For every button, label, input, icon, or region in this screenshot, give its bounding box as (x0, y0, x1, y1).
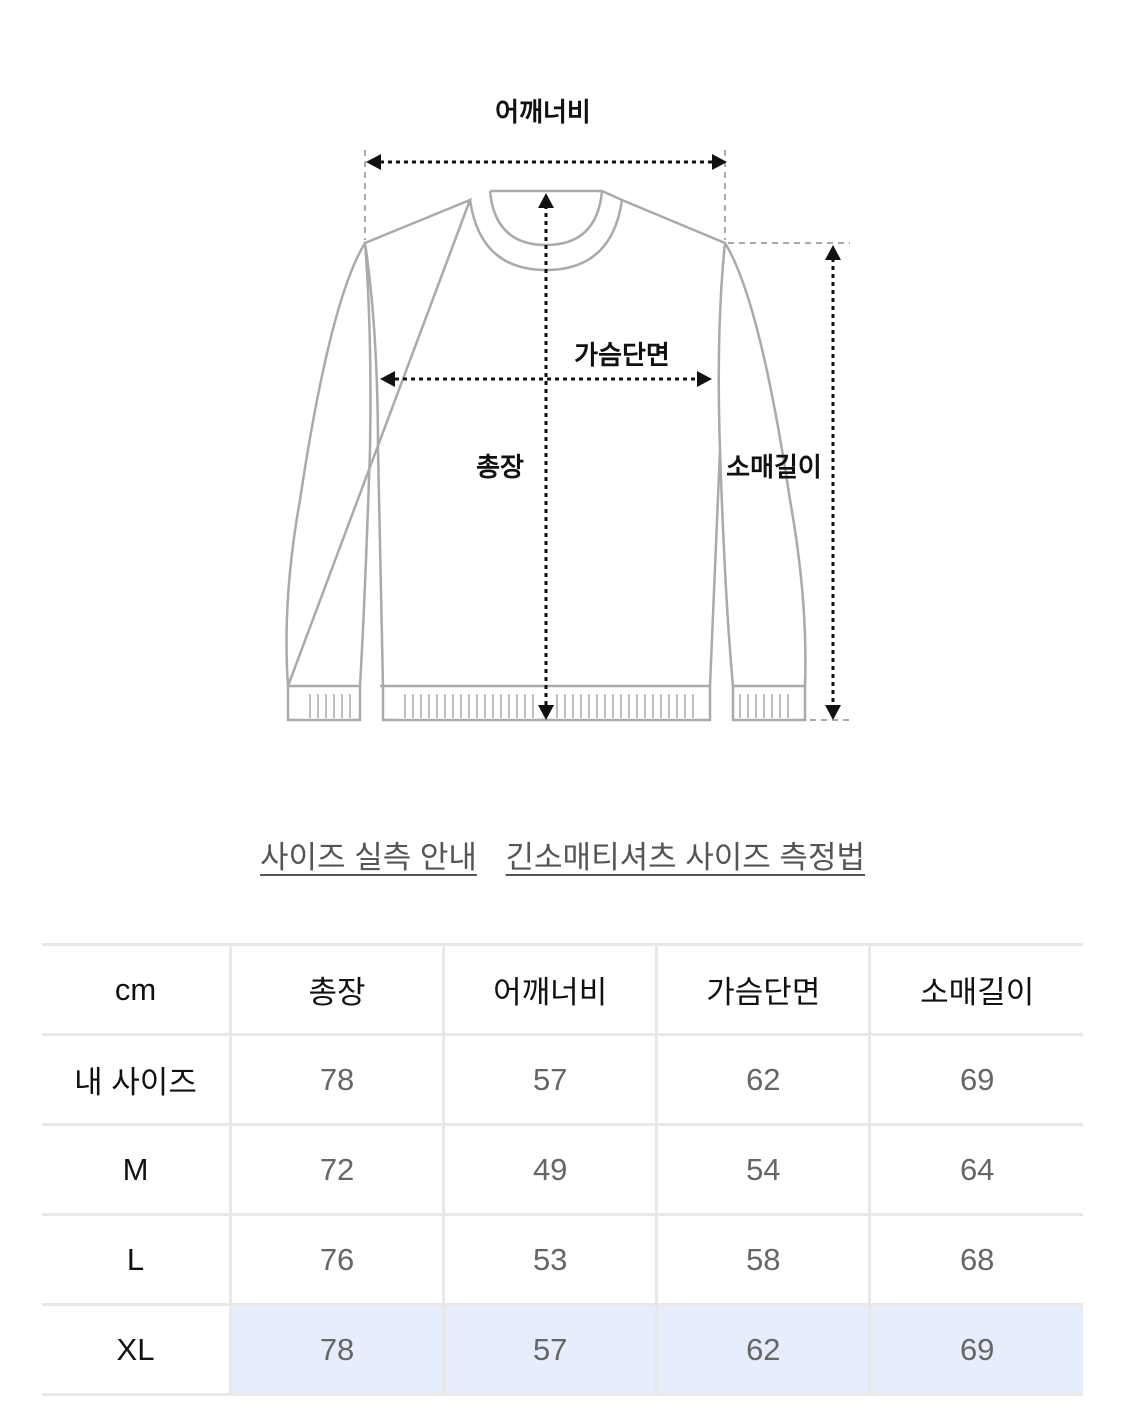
sweater-diagram (285, 150, 850, 722)
size-guide-link[interactable]: 사이즈 실측 안내 (260, 840, 477, 875)
cell: 57 (442, 1303, 659, 1396)
cell: 69 (868, 1303, 1083, 1396)
cell: 54 (655, 1123, 872, 1216)
header-shoulder: 어깨너비 (442, 943, 659, 1036)
header-sleeve: 소매길이 (868, 943, 1083, 1036)
row-label: XL (42, 1303, 232, 1396)
cell: 78 (228, 1033, 446, 1126)
cell: 62 (655, 1033, 872, 1126)
guide-links: 사이즈 실측 안내 긴소매티셔츠 사이즈 측정법 (0, 832, 1125, 877)
table-row: M 72 49 54 64 (42, 1123, 1083, 1216)
cell: 53 (442, 1213, 659, 1306)
chest-label: 가슴단면 (574, 340, 670, 370)
length-label: 총장 (476, 452, 524, 482)
shoulder-label: 어깨너비 (495, 97, 591, 127)
cell: 68 (868, 1213, 1083, 1306)
cell: 62 (655, 1303, 872, 1396)
table-row-highlighted: XL 78 57 62 69 (42, 1303, 1083, 1396)
sweater-body-outline (285, 189, 807, 722)
sleeve-label: 소매길이 (726, 452, 822, 482)
table-header-row: cm 총장 어깨너비 가슴단면 소매길이 (42, 943, 1083, 1036)
cell: 69 (868, 1033, 1083, 1126)
header-length: 총장 (228, 943, 446, 1036)
row-label: M (42, 1123, 232, 1216)
row-label: L (42, 1213, 232, 1306)
row-label: 내 사이즈 (42, 1033, 232, 1126)
size-table: cm 총장 어깨너비 가슴단면 소매길이 내 사이즈 78 57 62 69 M… (42, 943, 1083, 1396)
table-row: L 76 53 58 68 (42, 1213, 1083, 1306)
header-chest: 가슴단면 (655, 943, 872, 1036)
cell: 78 (228, 1303, 446, 1396)
cell: 57 (442, 1033, 659, 1126)
cell: 49 (442, 1123, 659, 1216)
table-row: 내 사이즈 78 57 62 69 (42, 1033, 1083, 1126)
measurement-method-link[interactable]: 긴소매티셔츠 사이즈 측정법 (505, 840, 865, 875)
cell: 64 (868, 1123, 1083, 1216)
cell: 76 (228, 1213, 446, 1306)
cell: 58 (655, 1213, 872, 1306)
cell: 72 (228, 1123, 446, 1216)
header-unit: cm (42, 943, 232, 1036)
